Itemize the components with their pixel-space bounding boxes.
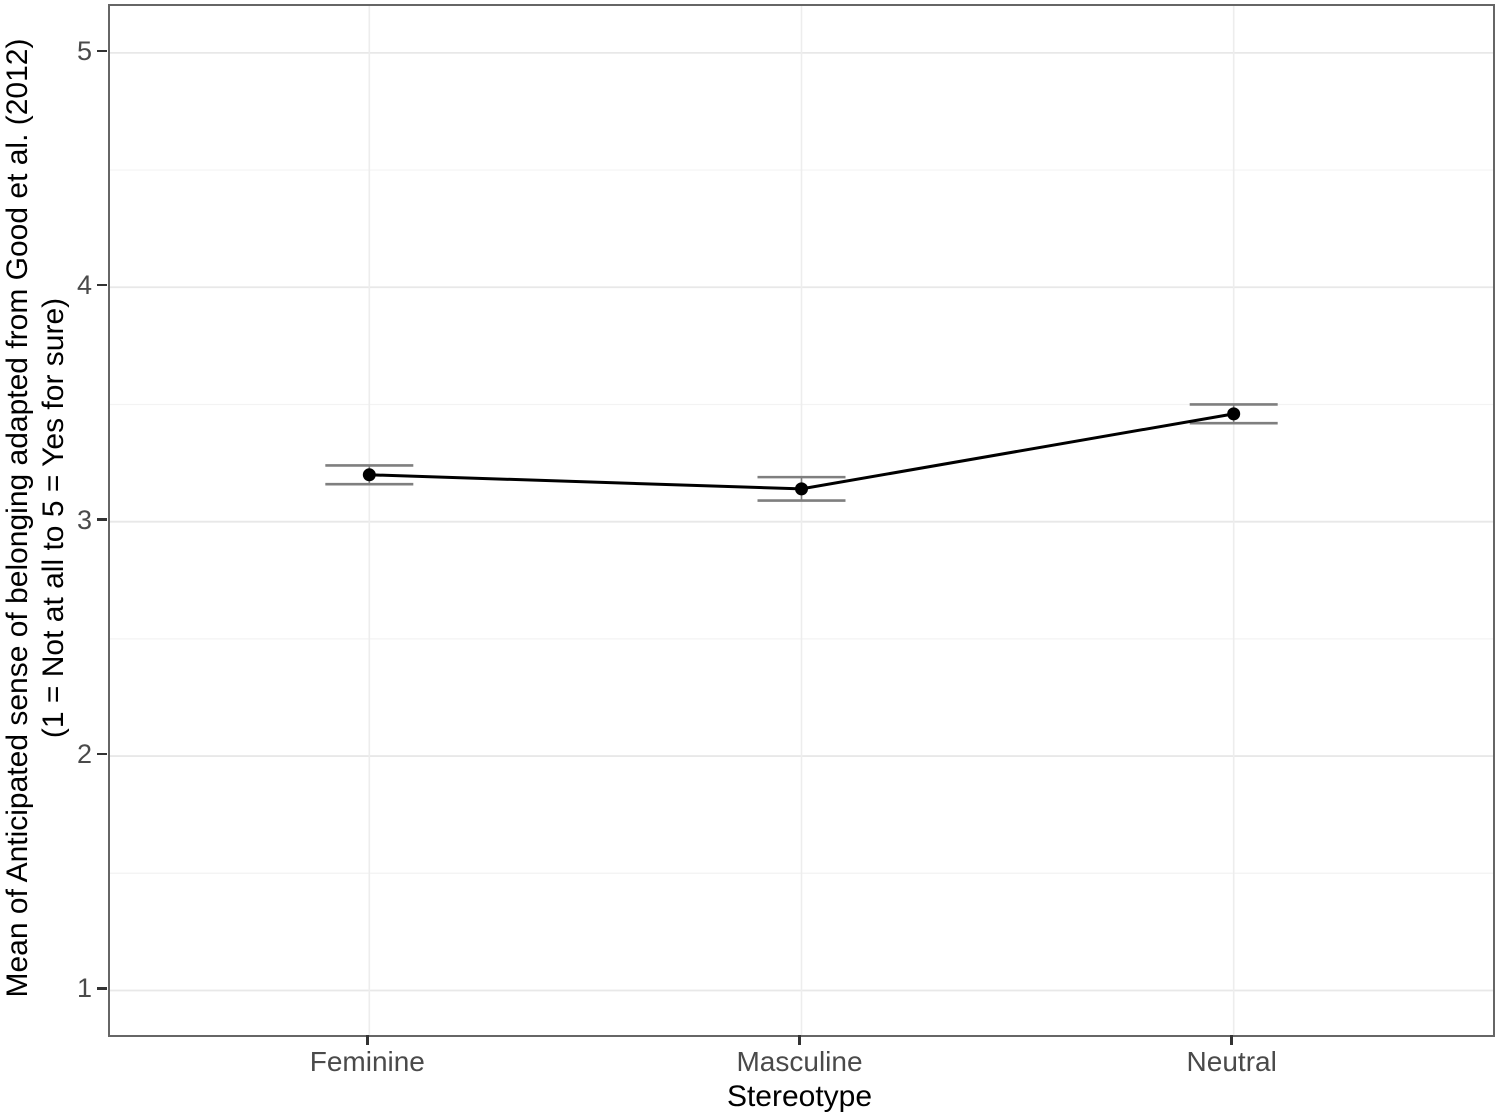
y-tick-label: 2 xyxy=(76,739,92,770)
y-tick-mark xyxy=(97,752,107,756)
plot-canvas xyxy=(110,6,1493,1035)
y-tick-label: 5 xyxy=(76,35,92,66)
y-tick-label: 3 xyxy=(76,504,92,535)
data-point xyxy=(795,482,808,496)
y-tick-mark xyxy=(97,284,107,287)
x-tick-mark xyxy=(1230,1035,1233,1045)
data-point xyxy=(362,468,376,482)
y-tick-mark xyxy=(97,49,107,53)
y-tick-mark xyxy=(97,518,107,521)
x-tick-label: Masculine xyxy=(736,1046,863,1077)
x-tick-label: Neutral xyxy=(1186,1046,1277,1077)
plot-panel xyxy=(108,4,1495,1037)
x-tick-label: Feminine xyxy=(309,1046,425,1077)
data-point xyxy=(1227,407,1241,421)
x-axis-title: Stereotype xyxy=(726,1080,873,1113)
y-tick-label: 1 xyxy=(76,973,92,1004)
y-tick-label: 4 xyxy=(76,270,92,301)
x-tick-mark xyxy=(366,1035,369,1045)
x-tick-mark xyxy=(798,1035,801,1045)
y-tick-mark xyxy=(97,987,107,990)
